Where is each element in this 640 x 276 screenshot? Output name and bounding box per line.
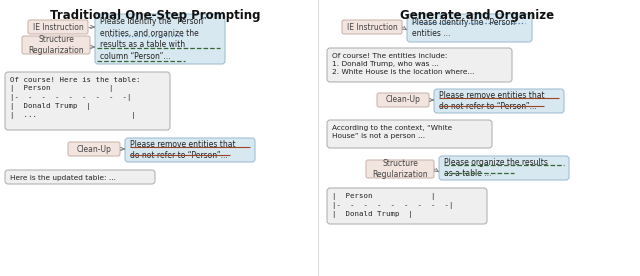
FancyBboxPatch shape xyxy=(439,156,569,180)
Text: Please remove entities that
do not refer to “Person”...: Please remove entities that do not refer… xyxy=(439,91,545,111)
FancyBboxPatch shape xyxy=(327,120,492,148)
FancyBboxPatch shape xyxy=(28,20,88,34)
FancyBboxPatch shape xyxy=(366,160,434,178)
Text: Traditional One-Step Prompting: Traditional One-Step Prompting xyxy=(50,9,260,22)
Text: IE Instruction: IE Instruction xyxy=(33,23,83,31)
FancyBboxPatch shape xyxy=(5,72,170,130)
Text: IE Instruction: IE Instruction xyxy=(347,23,397,31)
FancyBboxPatch shape xyxy=(377,93,429,107)
Text: Here is the updated table: ...: Here is the updated table: ... xyxy=(10,175,116,181)
Text: Of course! Here is the table:
|  Person             |
|-  -  -  -  -  -  -  -  -: Of course! Here is the table: | Person |… xyxy=(10,77,141,119)
Text: Clean-Up: Clean-Up xyxy=(385,95,420,105)
Text: Please remove entities that
do not refer to “Person”...: Please remove entities that do not refer… xyxy=(130,140,236,160)
FancyBboxPatch shape xyxy=(68,142,120,156)
Text: According to the context, “White
House” is not a person ...: According to the context, “White House” … xyxy=(332,125,452,139)
FancyBboxPatch shape xyxy=(95,14,225,64)
Text: Structure
Regularization: Structure Regularization xyxy=(372,159,428,179)
Text: Of course! The entities include:
1. Donald Trump, who was ...
2. White House is : Of course! The entities include: 1. Dona… xyxy=(332,53,474,75)
Text: Please organize the results
as a table ...: Please organize the results as a table .… xyxy=(444,158,548,178)
FancyBboxPatch shape xyxy=(342,20,402,34)
FancyBboxPatch shape xyxy=(125,138,255,162)
Text: Clean-Up: Clean-Up xyxy=(77,145,111,153)
Text: Please identify the “Person”
entities ...: Please identify the “Person” entities ..… xyxy=(412,18,518,38)
Text: |  Person             |
|-  -  -  -  -  -  -  -  -|
|  Donald Trump  |: | Person | |- - - - - - - - -| | Donald … xyxy=(332,193,454,218)
FancyBboxPatch shape xyxy=(5,170,155,184)
Text: Structure
Regularization: Structure Regularization xyxy=(28,35,84,55)
FancyBboxPatch shape xyxy=(327,48,512,82)
FancyBboxPatch shape xyxy=(22,36,90,54)
Text: Generate and Organize: Generate and Organize xyxy=(400,9,554,22)
FancyBboxPatch shape xyxy=(407,14,532,42)
FancyBboxPatch shape xyxy=(327,188,487,224)
Text: Please identify the “Person”
entities, and organize the
results as a table with
: Please identify the “Person” entities, a… xyxy=(100,17,207,61)
FancyBboxPatch shape xyxy=(434,89,564,113)
